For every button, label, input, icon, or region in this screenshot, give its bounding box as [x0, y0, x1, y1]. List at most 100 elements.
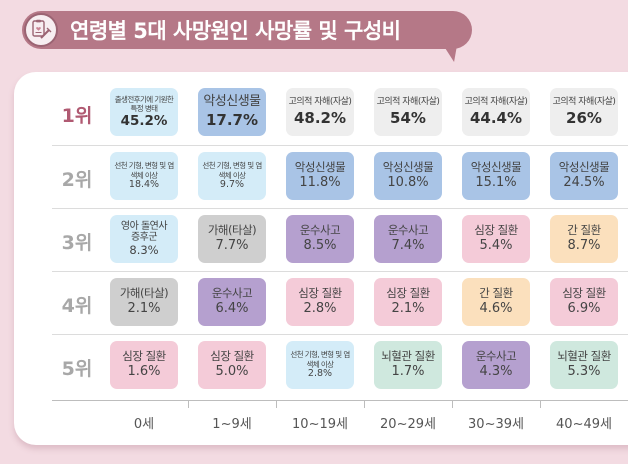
x-label-age30-39: 30~39세: [468, 417, 524, 432]
rate-value: 1.6%: [127, 364, 161, 380]
cause-label: 심장 질환: [474, 222, 518, 237]
cause-label: 고의적 자해(자살): [552, 97, 616, 108]
row-divider: [52, 208, 628, 209]
cell-rank1-age10-19: 고의적 자해(자살) 48.2%: [286, 88, 354, 136]
cause-label: 운수사고: [299, 222, 341, 237]
rate-value: 1.7%: [391, 364, 425, 380]
cause-label: 선천 기형, 변형 및 염색체 이상: [290, 350, 350, 369]
cause-label: 고의적 자해(자살): [288, 97, 352, 108]
cell-rank5-age10-19: 선천 기형, 변형 및 염색체 이상 2.8%: [286, 341, 354, 389]
cell-rank2-age20-29: 악성신생물 10.8%: [374, 152, 442, 200]
x-label-age20-29: 20~29세: [380, 417, 436, 432]
cause-label: 심장 질환: [122, 348, 166, 363]
cell-rank5-age20-29: 뇌혈관 질환 1.7%: [374, 341, 442, 389]
cell-rank1-age0: 출생전후기에 기원한 특정 병태 45.2%: [110, 88, 178, 136]
cell-rank1-age20-29: 고의적 자해(자살) 54%: [374, 88, 442, 136]
cause-label: 고의적 자해(자살): [376, 97, 440, 108]
rate-value: 5.0%: [215, 364, 249, 380]
rate-value: 8.5%: [303, 238, 337, 254]
cause-label: 악성신생물: [558, 159, 610, 174]
rate-value: 6.9%: [567, 301, 601, 317]
cell-rank3-age1-9: 가해(타살) 7.7%: [198, 215, 266, 263]
rate-value: 44.4%: [469, 108, 523, 127]
cell-rank2-age1-9: 선천 기형, 변형 및 염색체 이상 9.7%: [198, 152, 266, 200]
cell-rank2-age10-19: 악성신생물 11.8%: [286, 152, 354, 200]
rate-value: 2.1%: [391, 301, 425, 317]
x-label-age10-19: 10~19세: [292, 417, 348, 432]
cause-label: 선천 기형, 변형 및 염색체 이상: [114, 161, 174, 180]
x-axis-tick: [276, 401, 277, 408]
cell-rank5-age0: 심장 질환 1.6%: [110, 341, 178, 389]
rate-value: 10.8%: [387, 175, 429, 191]
rate-value: 5.4%: [479, 238, 513, 254]
cause-label: 간 질환: [479, 285, 513, 300]
cause-label: 가해(타살): [119, 285, 169, 300]
x-axis-tick: [540, 401, 541, 408]
medical-chart-icon: [24, 13, 58, 47]
cell-rank3-age30-39: 심장 질환 5.4%: [462, 215, 530, 263]
cell-rank5-age1-9: 심장 질환 5.0%: [198, 341, 266, 389]
rate-value: 8.7%: [567, 238, 601, 254]
row-divider: [52, 145, 628, 146]
cause-label: 영아 돌연사 증후군: [120, 220, 168, 244]
cell-rank5-age30-39: 운수사고 4.3%: [462, 341, 530, 389]
rate-value: 2.1%: [127, 301, 161, 317]
cell-rank4-age40-49: 심장 질환 6.9%: [550, 278, 618, 326]
cause-label: 악성신생물: [203, 93, 261, 109]
title-banner: 연령별 5대 사망원인 사망률 및 구성비: [22, 11, 472, 49]
rate-value: 18.4%: [128, 178, 160, 190]
rate-value: 17.7%: [205, 110, 259, 129]
rate-value: 54%: [390, 108, 426, 127]
cause-label: 뇌혈관 질환: [381, 348, 435, 363]
cause-label: 뇌혈관 질환: [557, 348, 611, 363]
cause-label: 심장 질환: [298, 285, 342, 300]
cause-label: 고의적 자해(자살): [464, 97, 528, 108]
rate-value: 9.7%: [219, 178, 245, 190]
cause-label: 심장 질환: [562, 285, 606, 300]
rate-value: 4.3%: [479, 364, 513, 380]
row-divider: [52, 271, 628, 272]
cause-label: 악성신생물: [294, 159, 346, 174]
rate-value: 26%: [566, 108, 602, 127]
rate-value: 7.7%: [215, 238, 249, 254]
cell-rank3-age10-19: 운수사고 8.5%: [286, 215, 354, 263]
rate-value: 24.5%: [563, 175, 605, 191]
rate-value: 6.4%: [215, 301, 249, 317]
cause-label: 악성신생물: [382, 159, 434, 174]
cell-rank1-age30-39: 고의적 자해(자살) 44.4%: [462, 88, 530, 136]
cell-rank3-age20-29: 운수사고 7.4%: [374, 215, 442, 263]
rank-label-3: 3위: [61, 232, 93, 254]
x-axis-tick: [364, 401, 365, 408]
cell-rank3-age0: 영아 돌연사 증후군 8.3%: [110, 215, 178, 263]
cell-rank2-age0: 선천 기형, 변형 및 염색체 이상 18.4%: [110, 152, 178, 200]
cause-label: 악성신생물: [470, 159, 522, 174]
rate-value: 2.8%: [307, 367, 333, 379]
cell-rank4-age1-9: 운수사고 6.4%: [198, 278, 266, 326]
cell-rank4-age30-39: 간 질환 4.6%: [462, 278, 530, 326]
cell-rank4-age20-29: 심장 질환 2.1%: [374, 278, 442, 326]
rate-value: 7.4%: [391, 238, 425, 254]
cause-label: 출생전후기에 기원한 특정 병태: [114, 94, 174, 114]
cause-label: 간 질환: [567, 222, 601, 237]
rate-value: 48.2%: [293, 108, 347, 127]
rate-value: 8.3%: [129, 242, 159, 257]
rate-value: 5.3%: [567, 364, 601, 380]
cell-rank2-age40-49: 악성신생물 24.5%: [550, 152, 618, 200]
x-label-age0: 0세: [133, 417, 155, 432]
cause-label: 심장 질환: [210, 348, 254, 363]
cell-rank4-age0: 가해(타살) 2.1%: [110, 278, 178, 326]
rate-value: 11.8%: [299, 175, 341, 191]
cause-label: 선천 기형, 변형 및 염색체 이상: [202, 161, 262, 180]
cause-label: 운수사고: [387, 222, 429, 237]
rate-value: 15.1%: [475, 175, 517, 191]
rank-label-1: 1위: [61, 105, 93, 127]
cause-label: 심장 질환: [386, 285, 430, 300]
x-axis-tick: [188, 401, 189, 408]
x-axis-tick: [452, 401, 453, 408]
x-label-age40-49: 40~49세: [556, 417, 612, 432]
rank-label-5: 5위: [61, 358, 93, 380]
cell-rank1-age40-49: 고의적 자해(자살) 26%: [550, 88, 618, 136]
row-divider: [52, 334, 628, 335]
page-title: 연령별 5대 사망원인 사망률 및 구성비: [70, 19, 401, 43]
rate-value: 45.2%: [120, 112, 168, 129]
